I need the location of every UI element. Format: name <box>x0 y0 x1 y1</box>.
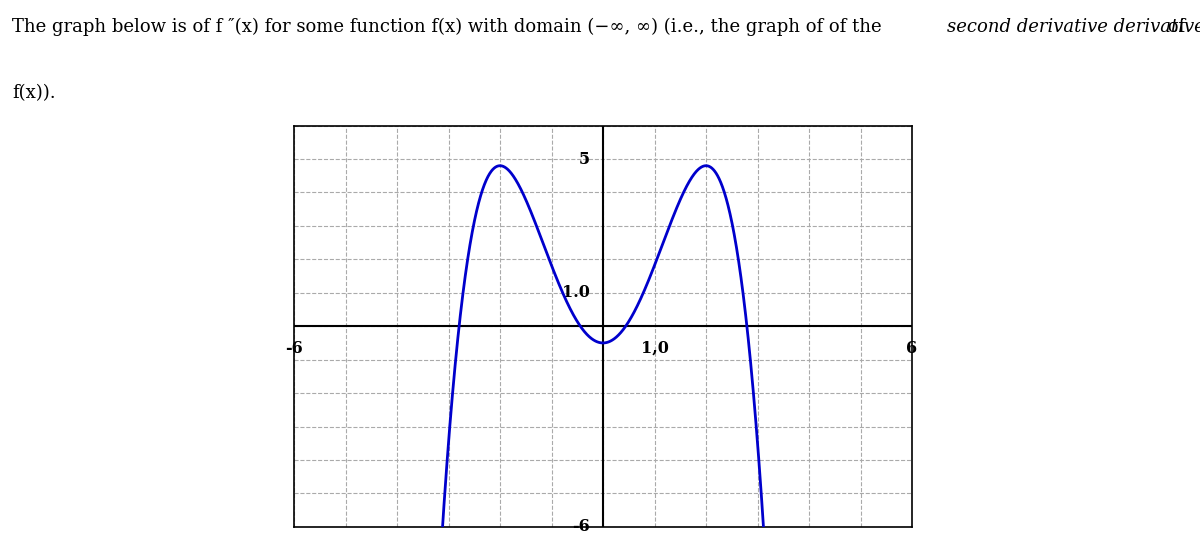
Text: The graph below is of f ″(x) for some function f(x) with domain (−∞, ∞) (i.e., t: The graph below is of f ″(x) for some fu… <box>12 18 887 36</box>
Text: 1.0: 1.0 <box>563 284 590 301</box>
Text: -6: -6 <box>286 340 302 357</box>
Text: 1,0: 1,0 <box>641 340 668 357</box>
Text: 5: 5 <box>580 151 590 168</box>
Text: 6: 6 <box>906 340 918 357</box>
Text: second derivative derivative: second derivative derivative <box>947 18 1200 36</box>
Text: of: of <box>1162 18 1186 36</box>
Text: -6: -6 <box>572 518 590 536</box>
Text: f(x)).: f(x)). <box>12 84 55 102</box>
